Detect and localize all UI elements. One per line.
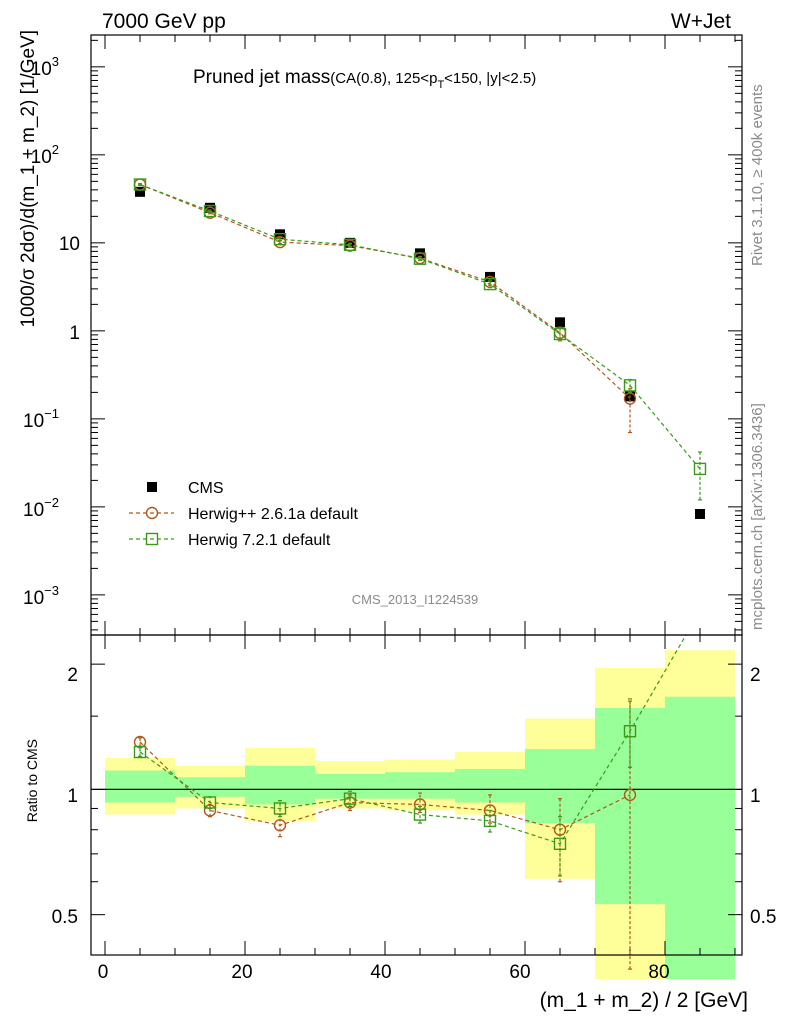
legend-marker-herwigpp	[145, 506, 159, 520]
cms-data-point	[135, 186, 145, 197]
band-green	[665, 696, 735, 980]
y-tick-label: 10−3	[23, 583, 59, 609]
ratio-panel-frame	[90, 634, 743, 956]
herwigpp-ratio-marker	[623, 788, 637, 802]
herwig7-main-marker	[483, 277, 497, 291]
band-green	[525, 749, 595, 824]
cms-data-point	[555, 317, 565, 328]
herwig7-main-marker	[343, 238, 357, 252]
y-tick-label: 10−1	[23, 406, 59, 432]
x-tick-label: 40	[370, 962, 391, 983]
y-axis-title-ratio: Ratio to CMS	[24, 739, 40, 822]
plot-title-main: Pruned jet mass	[193, 67, 330, 88]
y-axis-title-main: 1000/σ 2dσ)/d(m_1 + m_2) [1/GeV]	[18, 30, 39, 328]
y-tick-label: 102	[31, 142, 59, 168]
axis-ticks	[91, 35, 742, 955]
herwig7-main-marker	[553, 327, 567, 341]
legend-label-herwig7: Herwig 7.2.1 default	[188, 532, 331, 549]
plot-title: Pruned jet mass(CA(0.8), 125<pT<150, |y|…	[193, 67, 536, 91]
herwigpp-ratio-marker	[413, 798, 427, 811]
plot-title-sub-T: T	[437, 79, 444, 91]
mcplots-info: mcplots.cern.ch [arXiv:1306.3436]	[749, 403, 766, 630]
herwig7-main-marker	[273, 233, 287, 246]
y-tick-labels-ratio: 2 1 0.5 2 1 0.5	[52, 665, 777, 928]
y-tick-label: 1	[67, 786, 78, 807]
herwig7-main-marker	[133, 178, 147, 191]
herwig7-main-marker	[413, 252, 427, 265]
x-tick-label: 80	[648, 962, 669, 983]
band-green	[385, 772, 455, 799]
legend: CMS Herwig++ 2.6.1a default Herwig 7.2.1…	[129, 480, 358, 549]
legend-label-cms: CMS	[188, 480, 224, 497]
y-tick-label: 10−2	[23, 495, 59, 521]
herwig7-ratio-marker	[273, 802, 287, 815]
plot-title-sub-end: <150, |y|<2.5)	[444, 70, 536, 87]
band-green	[105, 770, 175, 803]
herwig7-main-marker	[623, 379, 637, 392]
plot-title-sub: (CA(0.8), 125<p	[330, 70, 437, 87]
y-tick-label: 10	[59, 234, 80, 255]
herwig7-ratio-marker	[553, 837, 567, 851]
analysis-watermark: CMS_2013_I1224539	[352, 592, 479, 607]
x-tick-label: 0	[98, 962, 109, 983]
x-tick-label: 20	[231, 962, 252, 983]
herwigpp-ratio-marker	[203, 804, 217, 817]
legend-label-herwigpp: Herwig++ 2.6.1a default	[188, 506, 358, 523]
cms-data-point	[695, 508, 705, 519]
data-series	[133, 178, 707, 970]
herwigpp-main-marker	[623, 392, 637, 405]
y-tick-label: 1	[69, 323, 80, 344]
x-axis-title: (m_1 + m_2) / 2 [GeV]	[540, 989, 748, 1012]
y-tick-labels-main: 103 102 10 1 10−1 10−2 10−3	[23, 54, 80, 609]
rivet-info: Rivet 3.1.10, ≥ 400k events	[749, 84, 766, 266]
y-tick-label: 103	[31, 54, 59, 80]
header-collision: 7000 GeV pp	[102, 10, 226, 33]
herwigpp-ratio-line	[139, 741, 631, 831]
legend-marker-cms	[147, 482, 157, 492]
herwig7-ratio-marker	[133, 745, 147, 759]
y-tick-label: 2	[67, 665, 78, 686]
band-green	[175, 777, 245, 797]
herwig7-main-line	[139, 183, 701, 470]
y-tick-label: 0.5	[750, 907, 776, 928]
x-tick-labels: 0 20 40 60 80	[98, 962, 670, 983]
herwig7-ratio-marker	[343, 792, 357, 805]
herwig7-main-marker	[203, 204, 217, 218]
band-green	[245, 765, 315, 805]
herwig7-ratio-marker	[623, 725, 637, 738]
ratio-uncertainty-bands	[105, 650, 735, 980]
y-tick-label: 0.5	[52, 907, 78, 928]
herwig7-ratio-marker	[483, 814, 497, 828]
herwig7-main-marker	[693, 462, 707, 476]
header-process: W+Jet	[671, 10, 731, 33]
x-tick-label: 60	[509, 962, 530, 983]
legend-marker-herwig7	[145, 532, 159, 546]
herwig7-ratio-marker	[413, 808, 427, 821]
herwig7-ratio-marker	[203, 796, 217, 809]
herwigpp-ratio-marker	[273, 819, 287, 832]
y-tick-label: 2	[750, 665, 761, 686]
y-tick-label: 1	[750, 786, 761, 807]
